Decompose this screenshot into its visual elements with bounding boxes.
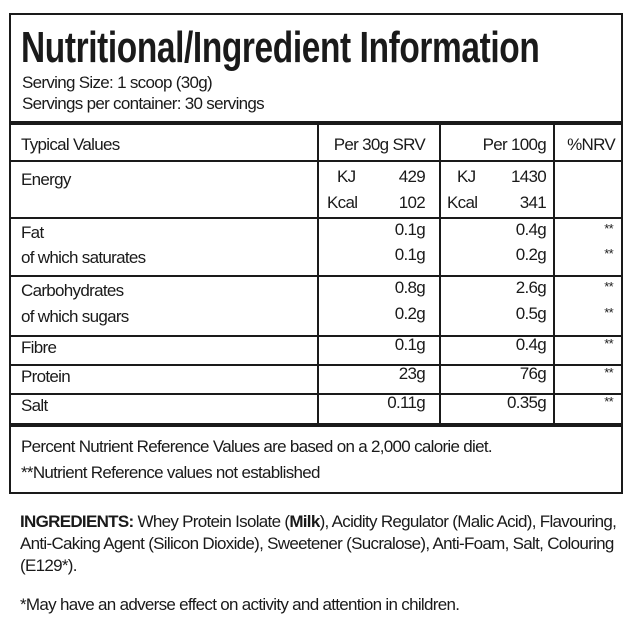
ingredients-text: ), Acidity Regulator (Malic Acid), Flavo… — [20, 512, 617, 575]
per-serving-value: 0.2g — [394, 304, 426, 323]
per-serving-value: 23g — [398, 364, 426, 383]
header-per-serving: Per 30g SRV — [333, 135, 426, 154]
warning-note: *May have an adverse effect on activity … — [20, 595, 460, 614]
header-typical-values: Typical Values — [21, 135, 120, 154]
g100-kj-value: 1430 — [510, 167, 547, 186]
nrv-value: ** — [604, 221, 613, 236]
ingredients-text: Whey Protein Isolate ( — [133, 512, 290, 531]
column-divider — [439, 123, 441, 423]
per-100g-value: 76g — [519, 364, 547, 383]
srv-kcal-value: 102 — [398, 193, 426, 212]
nutrition-panel: Nutritional/Ingredient Information Servi… — [9, 13, 623, 494]
divider — [11, 121, 621, 125]
nutrient-label: of which sugars — [21, 307, 129, 326]
divider — [11, 275, 621, 277]
g100-kcal-label: Kcal — [447, 193, 478, 212]
ingredients: INGREDIENTS: Whey Protein Isolate (Milk)… — [20, 511, 620, 577]
divider — [11, 423, 621, 427]
per-100g-value: 0.4g — [515, 220, 547, 239]
servings-per-container: Servings per container: 30 servings — [22, 94, 265, 113]
srv-kcal-label: Kcal — [327, 193, 358, 212]
g100-kcal-value: 341 — [519, 193, 547, 212]
per-serving-value: 0.1g — [394, 220, 426, 239]
ingredients-label: INGREDIENTS: — [20, 512, 134, 531]
serving-size: Serving Size: 1 scoop (30g) — [22, 73, 213, 92]
divider — [11, 393, 621, 395]
per-100g-value: 0.35g — [506, 393, 547, 412]
header-per-100g: Per 100g — [482, 135, 547, 154]
per-serving-value: 0.8g — [394, 278, 426, 297]
divider — [11, 364, 621, 366]
divider — [11, 335, 621, 337]
header-nrv: %NRV — [567, 135, 616, 154]
nutrient-label: Fibre — [21, 338, 57, 357]
per-100g-value: 0.5g — [515, 304, 547, 323]
nrv-value: ** — [604, 336, 613, 351]
energy-label: Energy — [21, 170, 71, 189]
nutrient-label: of which saturates — [21, 248, 146, 267]
footer-not-established-note: **Nutrient Reference values not establis… — [21, 463, 320, 482]
nutrient-label: Protein — [21, 367, 71, 386]
divider — [11, 217, 621, 219]
divider — [11, 160, 621, 162]
nutrient-label: Carbohydrates — [21, 281, 124, 300]
nrv-value: ** — [604, 365, 613, 380]
nutrient-label: Salt — [21, 396, 48, 415]
nrv-value: ** — [604, 305, 613, 320]
srv-kj-value: 429 — [398, 167, 426, 186]
per-serving-value: 0.1g — [394, 245, 426, 264]
per-100g-value: 0.2g — [515, 245, 547, 264]
per-100g-value: 0.4g — [515, 335, 547, 354]
column-divider — [553, 123, 555, 423]
nrv-value: ** — [604, 279, 613, 294]
footer-nrv-note: Percent Nutrient Reference Values are ba… — [21, 437, 493, 456]
nrv-value: ** — [604, 394, 613, 409]
per-serving-value: 0.11g — [387, 393, 425, 412]
column-divider — [317, 123, 319, 423]
nutrient-label: Fat — [21, 223, 44, 242]
allergen: Milk — [289, 512, 320, 531]
srv-kj-label: KJ — [337, 167, 356, 186]
g100-kj-label: KJ — [457, 167, 476, 186]
per-100g-value: 2.6g — [515, 278, 547, 297]
per-serving-value: 0.1g — [394, 335, 426, 354]
nrv-value: ** — [604, 246, 613, 261]
panel-title: Nutritional/Ingredient Information — [21, 23, 540, 72]
